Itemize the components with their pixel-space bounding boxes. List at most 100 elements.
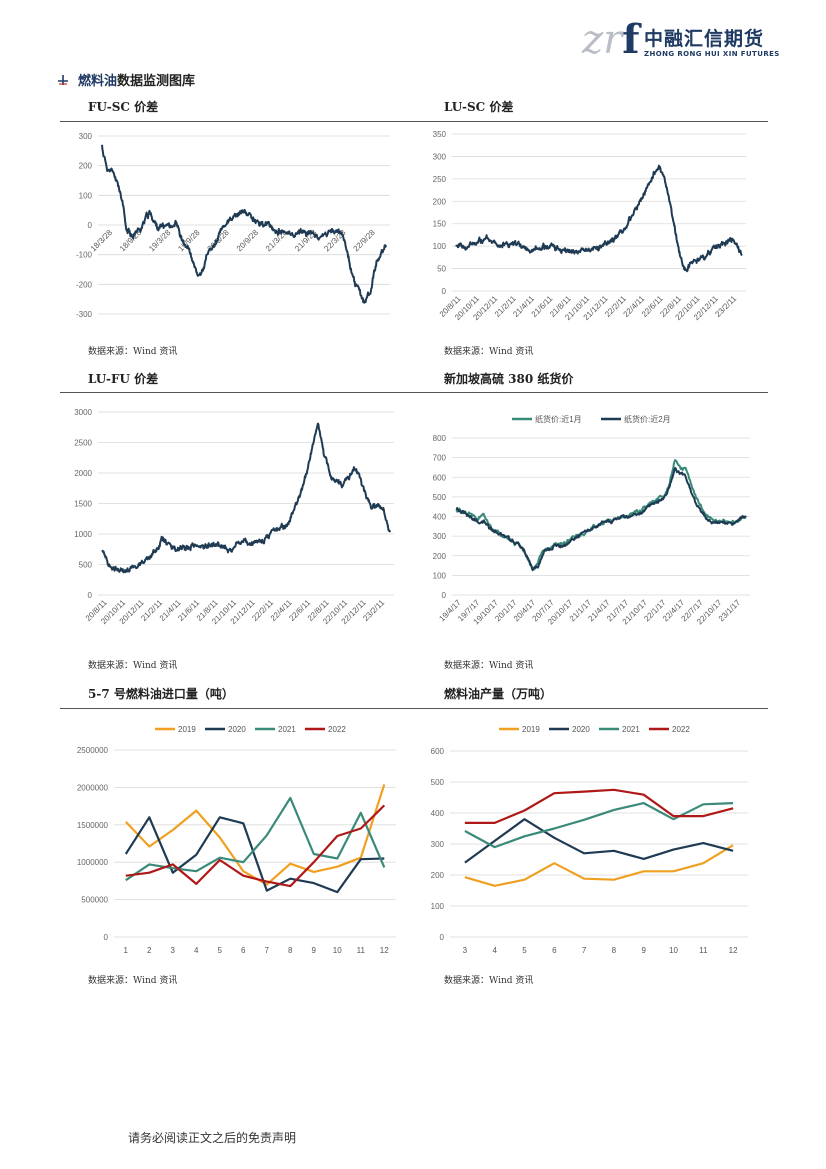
x-tick-label: 6 xyxy=(552,946,557,955)
x-tick-label: 7 xyxy=(265,946,270,955)
legend-label: 2022 xyxy=(672,725,690,734)
x-tick-label: 23/2/11 xyxy=(713,294,738,319)
x-tick-label: 23/2/11 xyxy=(361,598,386,623)
source-note: 数据来源：Wind 资讯 xyxy=(88,347,178,357)
disclaimer-footer: 请务必阅读正文之后的免责声明 xyxy=(128,1131,297,1145)
chart-output: 600 500 400 300 200 100 0 3 4 5 6 7 8 9 10 11 12 2019 2020… xyxy=(431,725,748,955)
legend-label: 2019 xyxy=(178,725,196,734)
chart-title-fu-sc: FU-SC 价差 xyxy=(88,100,159,114)
y-tick-label: 200 xyxy=(433,552,447,561)
y-tick-label: 2000000 xyxy=(77,783,109,792)
legend-label: 2019 xyxy=(522,725,540,734)
y-tick-label: 0 xyxy=(88,591,93,600)
chart-lu-sc: 35030025020015010050020/8/1120/10/1120/1… xyxy=(433,130,746,322)
y-tick-label: 100 xyxy=(433,242,447,251)
y-tick-label: 500000 xyxy=(81,896,108,905)
y-tick-label: 200 xyxy=(433,197,447,206)
series-line-纸货价:近1月 xyxy=(455,459,747,571)
series-line-2022 xyxy=(125,804,386,888)
series-line-2019 xyxy=(464,844,734,887)
y-tick-label: 200 xyxy=(79,162,93,171)
y-tick-label: 600 xyxy=(431,747,445,756)
series-line-2020 xyxy=(464,818,734,864)
x-tick-label: 8 xyxy=(288,946,293,955)
x-tick-label: 18/3/28 xyxy=(89,228,115,254)
chart-title-output: 燃料油产量（万吨） xyxy=(444,687,553,701)
y-tick-label: 2000 xyxy=(74,469,92,478)
x-tick-label: 11 xyxy=(357,946,366,955)
legend-label: 2021 xyxy=(622,725,640,734)
chart-lu-fu: 30002500200015001000500020/8/1120/10/112… xyxy=(74,408,394,626)
y-tick-label: 500 xyxy=(79,561,93,570)
y-tick-label: -100 xyxy=(76,251,93,260)
y-tick-label: 800 xyxy=(433,434,447,443)
x-tick-label: 3 xyxy=(463,946,468,955)
y-tick-label: 1500000 xyxy=(77,821,109,830)
x-tick-label: 6 xyxy=(241,946,246,955)
x-tick-label: 12 xyxy=(729,946,738,955)
y-tick-label: 600 xyxy=(433,473,447,482)
logo-chinese-name: 中融汇信期货 xyxy=(644,28,765,50)
chart-title-lu-sc: LU-SC 价差 xyxy=(444,100,514,114)
logo-mark-icon: zrf xyxy=(582,16,640,63)
x-tick-label: 19/3/28 xyxy=(147,228,173,254)
cross-arrow-icon xyxy=(58,74,70,89)
y-tick-label: 0 xyxy=(104,933,109,942)
x-tick-label: 9 xyxy=(312,946,317,955)
series-line xyxy=(101,422,391,574)
x-tick-label: 3 xyxy=(171,946,176,955)
x-tick-label: 8 xyxy=(612,946,617,955)
y-tick-label: 50 xyxy=(437,265,446,274)
y-tick-label: 2500000 xyxy=(77,746,109,755)
company-logo: zrf 中融汇信期货 ZHONG RONG HUI XIN FUTURES xyxy=(582,16,779,64)
x-tick-label: 1 xyxy=(124,946,129,955)
series-line xyxy=(101,144,387,304)
divider xyxy=(60,708,768,709)
chart-title-lu-fu: LU-FU 价差 xyxy=(88,372,159,386)
x-tick-label: 11 xyxy=(699,946,708,955)
x-tick-label: 23/1/17 xyxy=(717,598,743,624)
series-line xyxy=(455,164,743,273)
source-note: 数据来源：Wind 资讯 xyxy=(444,976,534,986)
x-tick-label: 5 xyxy=(218,946,223,955)
series-line-2021 xyxy=(125,796,386,882)
x-tick-label: 12 xyxy=(380,946,389,955)
series-line-2020 xyxy=(124,816,385,894)
legend-label: 2020 xyxy=(228,725,246,734)
y-tick-label: 0 xyxy=(440,933,445,942)
y-tick-label: 700 xyxy=(433,454,447,463)
legend-label: 2021 xyxy=(278,725,296,734)
source-note: 数据来源：Wind 资讯 xyxy=(444,661,534,671)
x-tick-label: 5 xyxy=(522,946,527,955)
source-note: 数据来源：Wind 资讯 xyxy=(88,976,178,986)
x-tick-label: 20/9/28 xyxy=(235,228,261,254)
y-tick-label: 500 xyxy=(433,493,447,502)
y-tick-label: 0 xyxy=(442,287,447,296)
y-tick-label: 1000 xyxy=(74,530,92,539)
logo-english-name: ZHONG RONG HUI XIN FUTURES xyxy=(644,50,780,58)
section-title-rest: 数据监测图库 xyxy=(117,74,196,89)
legend-label: 2020 xyxy=(572,725,590,734)
y-tick-label: -300 xyxy=(76,310,93,319)
y-tick-label: 100 xyxy=(431,902,445,911)
series-line-2022 xyxy=(464,788,734,825)
section-title: 燃料油数据监测图库 xyxy=(58,70,195,89)
y-tick-label: 1000000 xyxy=(77,858,109,867)
legend-label: 2022 xyxy=(328,725,346,734)
x-tick-label: 22/9/28 xyxy=(352,228,378,254)
section-title-highlight: 燃料油 xyxy=(78,74,118,89)
source-note: 数据来源：Wind 资讯 xyxy=(444,347,534,357)
legend-label: 纸货价:近2月 xyxy=(624,414,671,424)
x-tick-label: 7 xyxy=(582,946,587,955)
y-tick-label: 350 xyxy=(433,130,447,139)
y-tick-label: 500 xyxy=(431,778,445,787)
y-tick-label: 2500 xyxy=(74,439,92,448)
y-tick-label: 150 xyxy=(433,220,447,229)
y-tick-label: 300 xyxy=(431,840,445,849)
y-tick-label: 400 xyxy=(431,809,445,818)
y-tick-label: 400 xyxy=(433,513,447,522)
divider xyxy=(60,392,768,393)
y-tick-label: 0 xyxy=(88,221,93,230)
